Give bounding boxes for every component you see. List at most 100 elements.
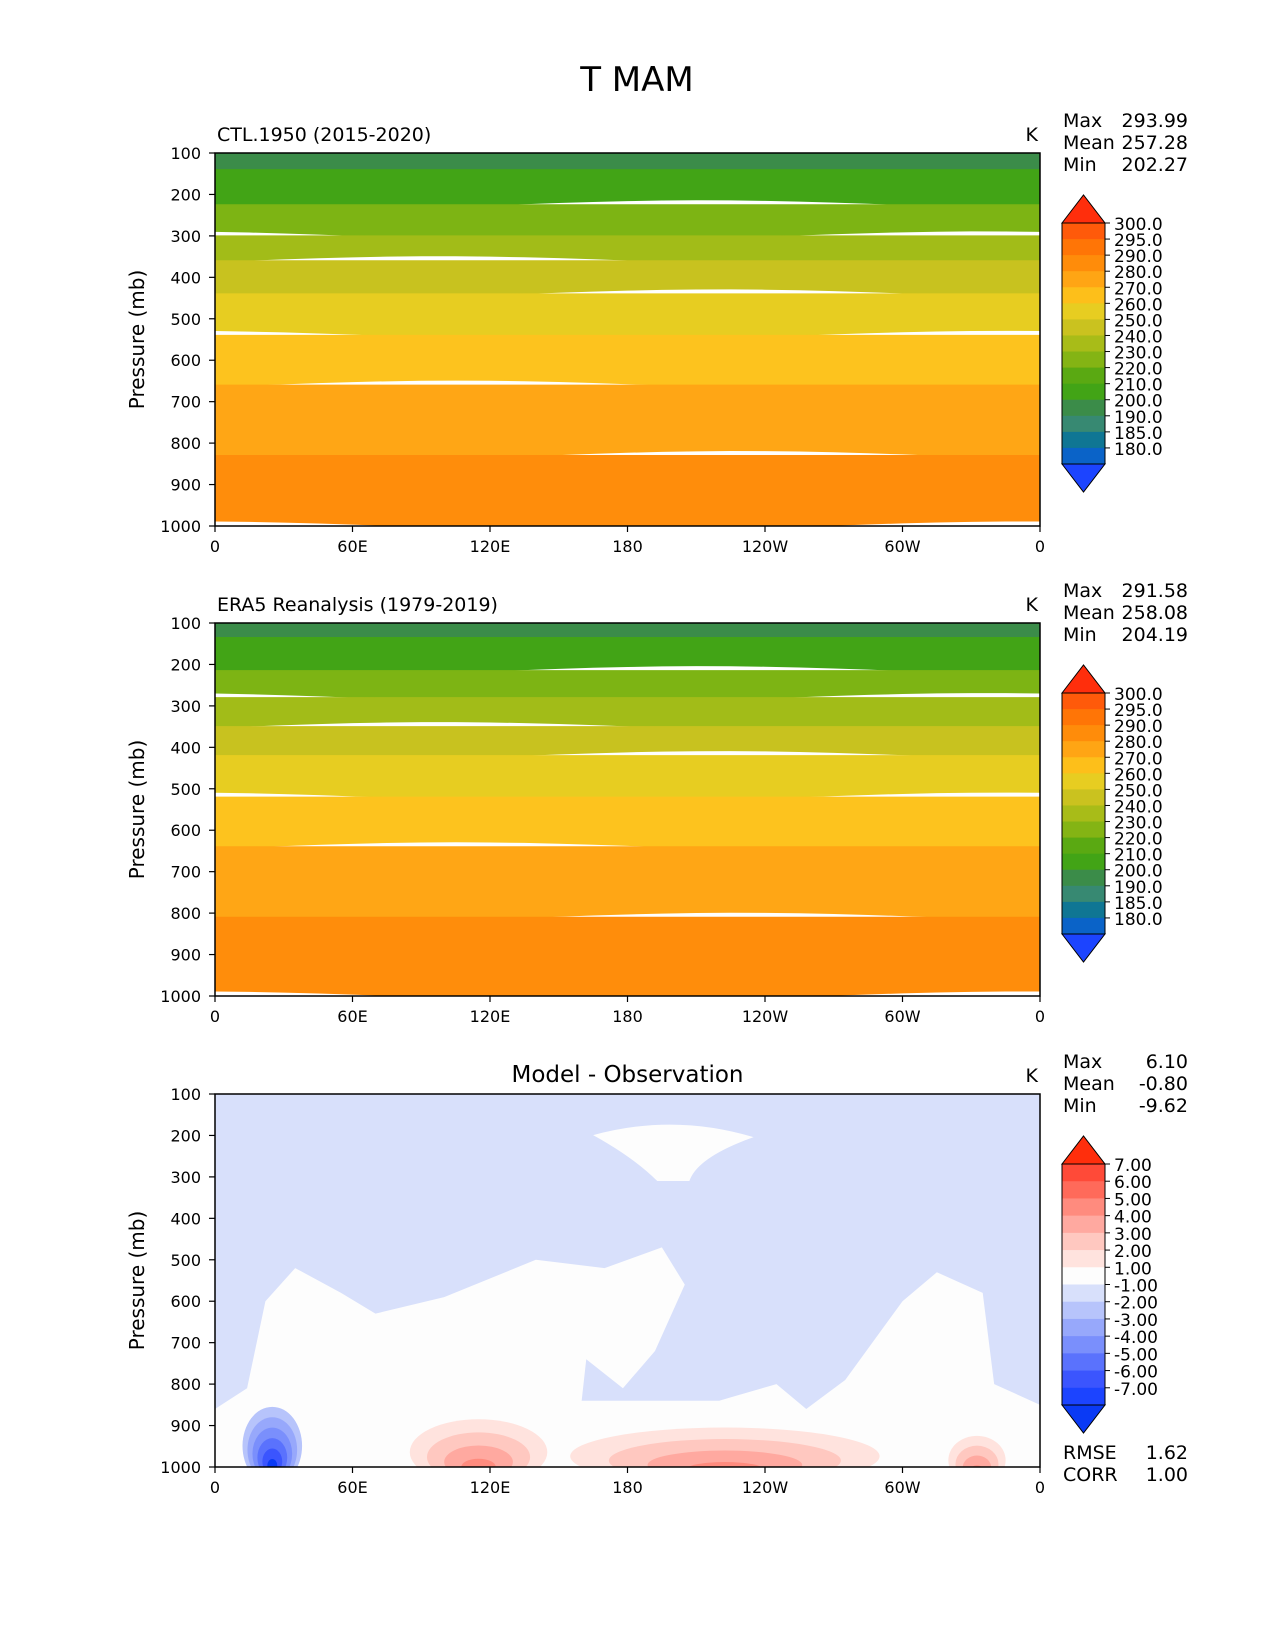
colorbar-extend-min <box>1060 1404 1107 1434</box>
colorbar-band <box>1062 1267 1105 1286</box>
y-tick-label: 700 <box>170 393 201 412</box>
x-tick-label: 60E <box>337 1007 367 1026</box>
x-tick-label: 0 <box>210 1478 220 1497</box>
colorbar-band <box>1062 367 1105 385</box>
colorbar-extend-max <box>1060 664 1107 694</box>
x-tick-label: 120E <box>470 537 511 556</box>
colorbar-tick-label: 180.0 <box>1114 440 1163 460</box>
y-tick-label: 500 <box>170 780 201 799</box>
colorbar-band <box>1062 837 1105 855</box>
colorbar-tick-label: 250.0 <box>1114 781 1163 801</box>
x-tick-label: 60W <box>884 1478 920 1497</box>
colorbar-band <box>1062 1301 1105 1320</box>
x-tick-label: 120W <box>742 1478 789 1497</box>
stat-label: Mean <box>1063 132 1115 154</box>
colorbar-tick-label: 2.00 <box>1114 1242 1152 1262</box>
panel-observation: 100 200 300 400 500 600 700 800 900 1000 0 60E 120E 1… <box>125 580 1188 1026</box>
colorbar-tick-label: 240.0 <box>1114 327 1163 347</box>
colorbar-band <box>1062 415 1105 433</box>
stat-value: 6.10 <box>1146 1051 1188 1073</box>
colorbar-tick-label: -3.00 <box>1114 1311 1158 1331</box>
colorbar-band <box>1062 853 1105 871</box>
stat-label: CORR <box>1063 1464 1118 1486</box>
colorbar-band <box>1062 693 1105 710</box>
colorbar-band <box>1062 741 1105 758</box>
colorbar-band <box>1062 351 1105 369</box>
y-tick-label: 600 <box>170 821 201 840</box>
y-tick-label: 900 <box>170 946 201 965</box>
colorbar-band <box>1062 725 1105 742</box>
y-axis-label: Pressure (mb) <box>125 270 149 410</box>
y-tick-label: 700 <box>170 1334 201 1353</box>
stat-value: 202.27 <box>1122 154 1188 176</box>
y-tick-label: 100 <box>170 1085 201 1104</box>
colorbar-tick-label: 230.0 <box>1114 814 1163 834</box>
colorbar-tick-label: 270.0 <box>1114 279 1163 299</box>
y-tick-label: 800 <box>170 1375 201 1394</box>
colorbar-tick-label: -4.00 <box>1114 1328 1158 1348</box>
temperature-layer <box>215 796 1040 853</box>
colorbar-extend-min <box>1060 463 1107 493</box>
colorbar-tick-label: 295.0 <box>1114 231 1163 251</box>
temperature-layer <box>215 260 1040 300</box>
colorbar-tick-label: 1.00 <box>1114 1259 1152 1279</box>
colorbar-tick-label: 260.0 <box>1114 765 1163 785</box>
y-axis-label: Pressure (mb) <box>125 740 149 880</box>
colorbar-tick-label: -2.00 <box>1114 1294 1158 1314</box>
y-tick-label: 300 <box>170 1168 201 1187</box>
y-tick-label: 100 <box>170 144 201 163</box>
temperature-layer <box>215 846 1040 923</box>
x-tick-label: 0 <box>1035 537 1045 556</box>
x-tick-label: 120E <box>470 1478 511 1497</box>
region-warm-surface-120E-level <box>444 1445 513 1467</box>
colorbar-band <box>1062 1284 1105 1303</box>
stat-label: Min <box>1063 154 1097 176</box>
y-tick-label: 400 <box>170 268 201 287</box>
colorbar-tick-label: 210.0 <box>1114 846 1163 866</box>
region-near-zero-lower <box>215 1247 1040 1467</box>
colorbar-tick-label: 190.0 <box>1114 408 1163 428</box>
colorbar-frame <box>1061 692 1106 935</box>
colorbar-tick-label: 230.0 <box>1114 344 1163 364</box>
y-tick-label: 1000 <box>160 1458 201 1477</box>
colorbar-band <box>1062 1164 1105 1182</box>
stat-value: 258.08 <box>1122 602 1188 624</box>
colorbar-tick-label: 270.0 <box>1114 749 1163 769</box>
colorbar-band <box>1062 1336 1105 1354</box>
colorbar-band <box>1062 1370 1105 1389</box>
x-tick-label: 0 <box>210 1007 220 1026</box>
colorbar-band <box>1062 757 1105 774</box>
y-tick-label: 800 <box>170 434 201 453</box>
x-tick-label: 120W <box>742 537 789 556</box>
colorbar-tick-label: 300.0 <box>1114 215 1163 235</box>
colorbar-tick-label: -1.00 <box>1114 1277 1158 1297</box>
colorbar-tick-label: 185.0 <box>1114 894 1163 914</box>
colorbar-tick-label: 4.00 <box>1114 1208 1152 1228</box>
y-tick-label: 300 <box>170 697 201 716</box>
colorbar-band <box>1062 383 1105 401</box>
colorbar-tick-label: 6.00 <box>1114 1173 1152 1193</box>
colorbar-tick-label: 260.0 <box>1114 295 1163 315</box>
y-tick-label: 900 <box>170 1417 201 1436</box>
colorbar-band <box>1062 821 1105 839</box>
stat-value: 257.28 <box>1122 132 1188 154</box>
units-label: K <box>1026 124 1039 146</box>
temperature-layer <box>215 755 1040 803</box>
x-tick-label: 120W <box>742 1007 789 1026</box>
y-tick-label: 600 <box>170 351 201 370</box>
colorbar-tick-label: 300.0 <box>1114 685 1163 705</box>
region-warm-surface-120W-level <box>647 1450 803 1467</box>
colorbar-band <box>1062 431 1105 449</box>
stat-label: Mean <box>1063 602 1115 624</box>
units-label: K <box>1026 1065 1039 1087</box>
colorbar-band <box>1062 789 1105 807</box>
y-tick-label: 800 <box>170 904 201 923</box>
colorbar-band <box>1062 1250 1105 1268</box>
x-tick-label: 0 <box>1035 1007 1045 1026</box>
colorbar-band <box>1062 271 1105 288</box>
stat-label: RMSE <box>1063 1442 1117 1464</box>
colorbar-tick-label: 280.0 <box>1114 263 1163 283</box>
stat-label: Min <box>1063 1095 1097 1117</box>
colorbar-band <box>1062 1232 1105 1251</box>
panel-model: 100 200 300 400 500 600 700 800 900 1000 0 60E 120E 1… <box>125 110 1188 556</box>
